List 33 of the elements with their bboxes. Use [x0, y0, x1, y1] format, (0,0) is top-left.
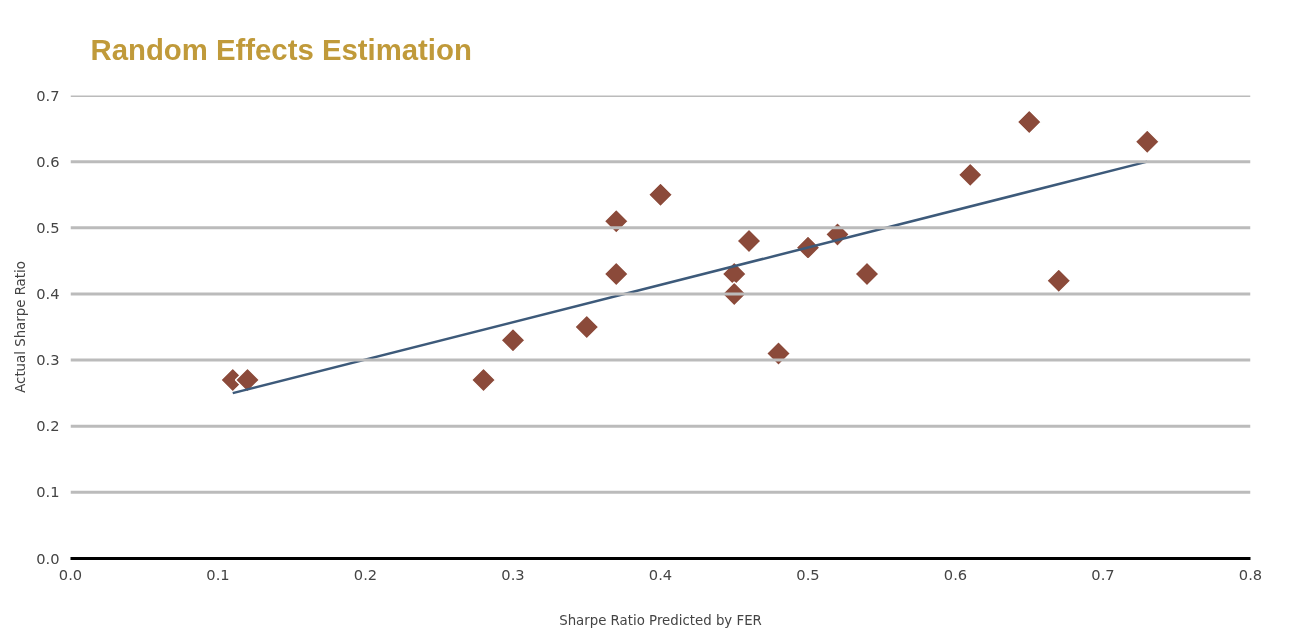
point	[647, 181, 674, 208]
point	[603, 261, 630, 287]
point	[854, 261, 880, 287]
x-axis-title: Sharpe Ratio Predicted by FER	[559, 612, 762, 628]
y-tick-label: 0.2	[36, 417, 60, 435]
point	[765, 340, 792, 367]
x-tick-label: 0.7	[1091, 565, 1115, 583]
y-tick-label: 0.3	[36, 351, 60, 369]
y-tick-label: 0.5	[36, 218, 60, 236]
x-tick-label: 0.2	[353, 565, 378, 583]
point	[736, 228, 762, 254]
point	[1045, 267, 1072, 294]
point	[957, 162, 984, 188]
x-tick-label: 0.4	[648, 565, 673, 583]
point	[234, 367, 261, 393]
y-tick-label: 0.1	[36, 483, 60, 501]
x-tick-label: 0.6	[943, 565, 968, 583]
x-tick-label: 0.3	[501, 565, 525, 583]
x-tick-label: 0.1	[206, 565, 230, 583]
x-tick-label: 0.5	[796, 565, 820, 583]
point	[470, 367, 497, 393]
x-tick-label: 0.8	[1238, 565, 1263, 583]
y-tick-label: 0.7	[36, 86, 60, 104]
point	[1134, 129, 1161, 155]
chart-title: Random Effects Estimation	[90, 32, 472, 66]
point	[573, 314, 600, 340]
x-tick-label: 0.0	[58, 565, 83, 583]
y-tick-label: 0.0	[36, 549, 60, 567]
y-tick-label: 0.6	[36, 152, 60, 170]
point	[500, 327, 526, 353]
y-axis-title: Actual Sharpe Ratio	[13, 261, 29, 393]
point	[1016, 109, 1043, 135]
y-tick-label: 0.4	[36, 284, 60, 302]
